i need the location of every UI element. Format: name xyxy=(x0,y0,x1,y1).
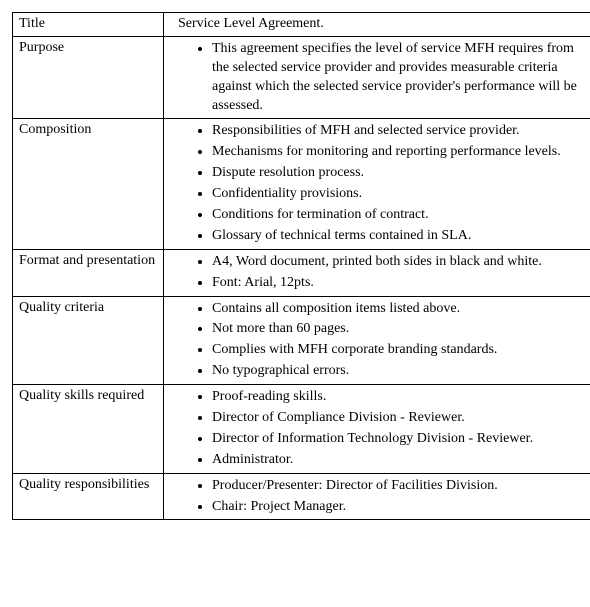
bullet-item: Director of Compliance Division - Review… xyxy=(212,408,590,429)
table-row: Quality skills requiredProof-reading ski… xyxy=(13,385,590,474)
bullet-item: Complies with MFH corporate branding sta… xyxy=(212,340,590,361)
table-row: Title Service Level Agreement. xyxy=(13,13,590,37)
row-label: Purpose xyxy=(13,36,164,119)
bullet-item: Not more than 60 pages. xyxy=(212,319,590,340)
table-row: Format and presentation A4, Word document… xyxy=(13,249,590,296)
bullet-item: Mechanisms for monitoring and reporting … xyxy=(212,142,590,163)
row-value-text: Service Level Agreement. xyxy=(170,16,324,31)
bullet-item: Glossary of technical terms contained in… xyxy=(212,226,590,247)
row-value: Producer/Presenter: Director of Faciliti… xyxy=(164,473,590,520)
row-value: Contains all composition items listed ab… xyxy=(164,296,590,385)
row-label: Quality responsibilities xyxy=(13,473,164,520)
row-value: A4, Word document, printed both sides in… xyxy=(164,249,590,296)
table-row: Composition Responsibilities of MFH and s… xyxy=(13,119,590,249)
bullet-list: Responsibilities of MFH and selected ser… xyxy=(170,121,590,246)
bullet-item: Responsibilities of MFH and selected ser… xyxy=(212,121,590,142)
bullet-item: Conditions for termination of contract. xyxy=(212,205,590,226)
bullet-item: No typographical errors. xyxy=(212,361,590,382)
row-label: Title xyxy=(13,13,164,37)
bullet-list: Contains all composition items listed ab… xyxy=(170,299,590,383)
bullet-item: Director of Information Technology Divis… xyxy=(212,429,590,450)
row-value: This agreement specifies the level of se… xyxy=(164,36,590,119)
bullet-list: Producer/Presenter: Director of Faciliti… xyxy=(170,476,590,518)
sla-table: Title Service Level Agreement. Purpose This… xyxy=(12,12,590,520)
row-label: Quality skills required xyxy=(13,385,164,474)
row-value: Responsibilities of MFH and selected ser… xyxy=(164,119,590,249)
bullet-item: Producer/Presenter: Director of Faciliti… xyxy=(212,476,590,497)
table-row: Quality responsibilities Producer/Present… xyxy=(13,473,590,520)
row-label: Format and presentation xyxy=(13,249,164,296)
bullet-list: Proof-reading skills.Director of Complia… xyxy=(170,387,590,471)
bullet-list: This agreement specifies the level of se… xyxy=(170,39,590,117)
bullet-item: Proof-reading skills. xyxy=(212,387,590,408)
row-label: Quality criteria xyxy=(13,296,164,385)
bullet-item: Contains all composition items listed ab… xyxy=(212,299,590,320)
bullet-item: Chair: Project Manager. xyxy=(212,497,590,518)
bullet-item: Font: Arial, 12pts. xyxy=(212,273,590,294)
row-label: Composition xyxy=(13,119,164,249)
bullet-item: Dispute resolution process. xyxy=(212,163,590,184)
bullet-item: Confidentiality provisions. xyxy=(212,184,590,205)
sla-table-body: Title Service Level Agreement. Purpose This… xyxy=(13,13,590,520)
row-value: Service Level Agreement. xyxy=(164,13,590,37)
table-row: Quality criteria Contains all composition… xyxy=(13,296,590,385)
table-row: Purpose This agreement specifies the leve… xyxy=(13,36,590,119)
bullet-item: A4, Word document, printed both sides in… xyxy=(212,252,590,273)
bullet-list: A4, Word document, printed both sides in… xyxy=(170,252,590,294)
row-value: Proof-reading skills.Director of Complia… xyxy=(164,385,590,474)
bullet-item: Administrator. xyxy=(212,450,590,471)
bullet-item: This agreement specifies the level of se… xyxy=(212,39,590,117)
